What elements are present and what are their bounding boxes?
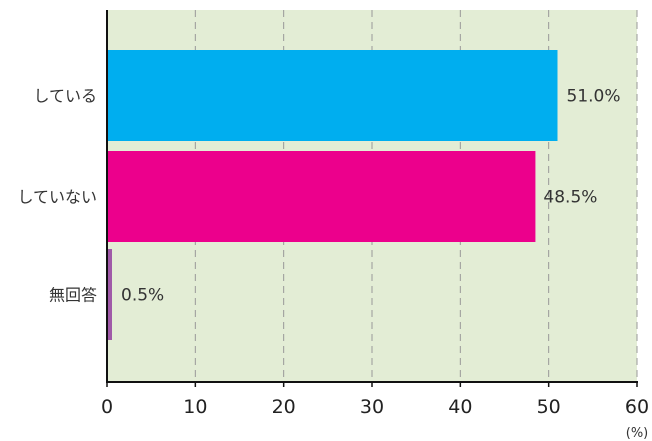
value-label-1: 51.0%: [567, 87, 621, 107]
value-label-2: 48.5%: [543, 188, 597, 208]
category-label-3: 無回答: [49, 286, 97, 305]
bar-2: [107, 151, 536, 242]
category-label-1: している: [33, 87, 97, 106]
tick-label-20: 20: [272, 396, 296, 418]
tick-label-50: 50: [537, 396, 561, 418]
bar-1: [107, 50, 558, 141]
tick-label-30: 30: [360, 396, 384, 418]
tick-label-60: 60: [625, 396, 649, 418]
unit-label: (%): [626, 426, 649, 441]
bar-3: [107, 249, 112, 340]
value-labels: 51.0% 48.5% 0.5%: [121, 87, 621, 306]
value-label-3: 0.5%: [121, 286, 164, 306]
bars: [107, 50, 558, 340]
tick-label-40: 40: [448, 396, 472, 418]
x-axis-ticks: 0 10 20 30 40 50 60: [101, 382, 649, 418]
category-label-2: していない: [17, 188, 97, 207]
tick-label-0: 0: [101, 396, 113, 418]
tick-label-10: 10: [183, 396, 207, 418]
